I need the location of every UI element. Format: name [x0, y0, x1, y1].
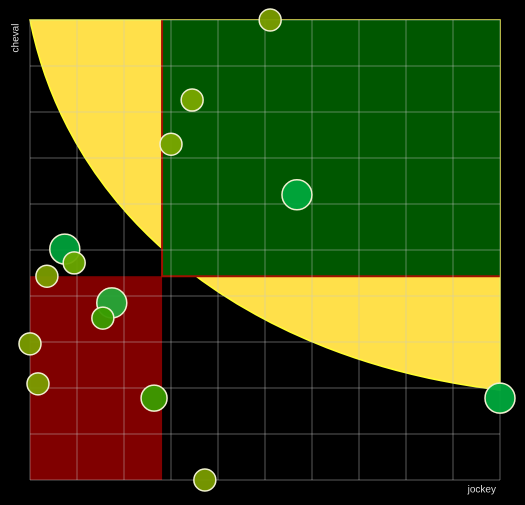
- x-axis-label: jockey: [467, 485, 496, 496]
- region: [162, 20, 500, 277]
- region: [30, 276, 163, 480]
- points: [18, 8, 516, 492]
- point: [159, 132, 183, 156]
- point: [91, 306, 115, 330]
- region-border: [161, 20, 500, 278]
- point: [281, 179, 313, 211]
- regions: [30, 20, 500, 480]
- point: [180, 88, 204, 112]
- point: [26, 372, 50, 396]
- point: [18, 332, 42, 356]
- point: [35, 264, 59, 288]
- point: [62, 251, 86, 275]
- point: [258, 8, 282, 32]
- y-axis-label: cheval: [11, 24, 22, 53]
- point: [140, 384, 168, 412]
- point: [484, 382, 516, 414]
- point: [193, 468, 217, 492]
